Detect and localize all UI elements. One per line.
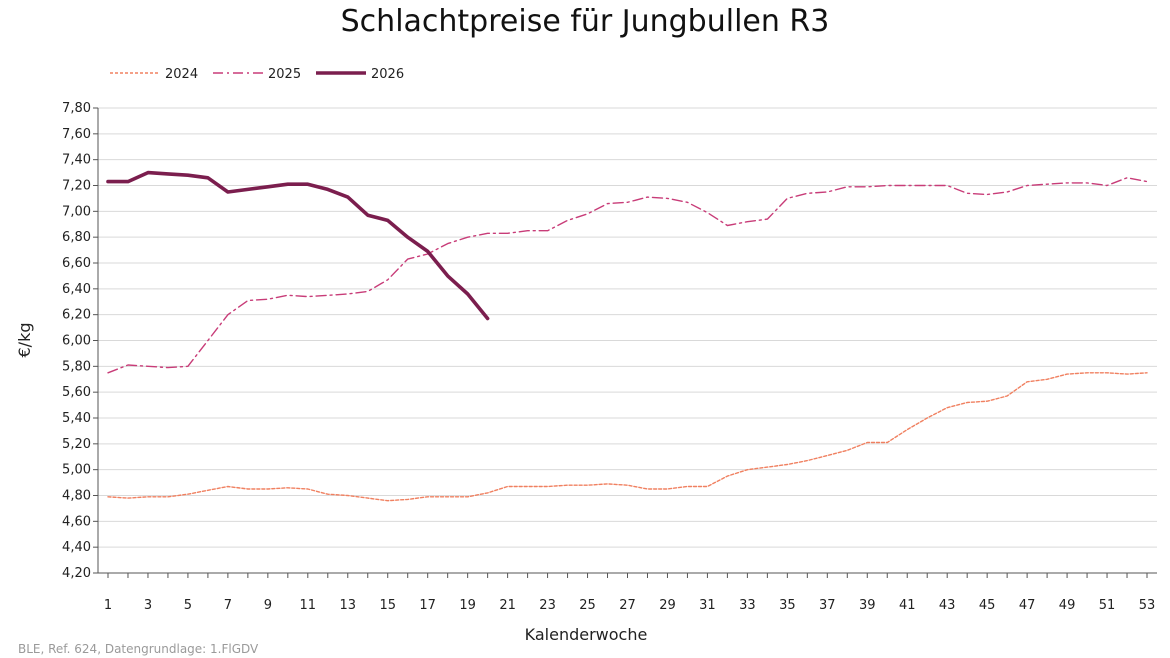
- x-tick-label: 11: [300, 598, 317, 613]
- chart-title: Schlachtpreise für Jungbullen R3: [340, 4, 830, 39]
- x-tick-label: 7: [224, 598, 232, 613]
- x-tick-label: 47: [1019, 598, 1036, 613]
- series-line-2026: [106, 170, 490, 321]
- x-tick-label: 53: [1139, 598, 1156, 613]
- x-tick-label: 13: [339, 598, 356, 613]
- x-tick-label: 41: [899, 598, 916, 613]
- x-tick-label: 51: [1099, 598, 1116, 613]
- y-tick-label: 6,60: [62, 256, 91, 271]
- y-tick-label: 5,40: [62, 411, 91, 426]
- x-tick-label: 35: [779, 598, 796, 613]
- x-tick-label: 5: [184, 598, 192, 613]
- axes: [93, 107, 1157, 578]
- y-tick-label: 4,40: [62, 540, 91, 555]
- legend-label-2026: 2026: [371, 67, 404, 82]
- source-note: BLE, Ref. 624, Datengrundlage: 1.FlGDV: [18, 642, 259, 656]
- legend-label-2024: 2024: [165, 67, 198, 82]
- y-tick-label: 5,00: [62, 463, 91, 478]
- x-tick-label: 17: [419, 598, 436, 613]
- y-tick-label: 4,60: [62, 514, 91, 529]
- y-tick-label: 5,80: [62, 359, 91, 374]
- y-axis-label: €/kg: [15, 323, 34, 358]
- series-lines: [106, 170, 1148, 502]
- x-tick-label: 39: [859, 598, 876, 613]
- y-tick-label: 6,20: [62, 308, 91, 323]
- x-tick-labels: 1 3 5 7 9 11 13 15 17 19 21 23 25 27 29 31 33 35 37 39 41 43 4…: [104, 598, 1155, 613]
- series-line-2024: [107, 372, 1148, 502]
- x-tick-label: 21: [499, 598, 516, 613]
- gridlines: [98, 107, 1157, 574]
- y-tick-label: 7,00: [62, 204, 91, 219]
- x-tick-label: 29: [659, 598, 676, 613]
- x-tick-label: 25: [579, 598, 596, 613]
- y-tick-label: 5,20: [62, 437, 91, 452]
- x-tick-label: 31: [699, 598, 716, 613]
- x-tick-label: 37: [819, 598, 836, 613]
- y-tick-label: 7,60: [62, 127, 91, 142]
- x-tick-label: 49: [1059, 598, 1076, 613]
- legend: 2024 2025 2026: [110, 67, 404, 82]
- x-tick-label: 3: [144, 598, 152, 613]
- y-tick-label: 4,80: [62, 489, 91, 504]
- y-tick-label: 6,40: [62, 282, 91, 297]
- x-tick-label: 45: [979, 598, 996, 613]
- y-tick-label: 7,80: [62, 101, 91, 116]
- y-tick-label: 5,60: [62, 385, 91, 400]
- x-tick-label: 23: [539, 598, 556, 613]
- y-tick-label: 7,20: [62, 179, 91, 194]
- x-tick-label: 1: [104, 598, 112, 613]
- y-tick-labels: 4,20 4,40 4,60 4,80 5,00 5,20 5,40 5,60 5,80 6,00…: [62, 101, 91, 581]
- x-tick-label: 9: [264, 598, 272, 613]
- y-tick-label: 4,20: [62, 566, 91, 581]
- x-tick-label: 43: [939, 598, 956, 613]
- x-axis-label: Kalenderwoche: [525, 625, 648, 644]
- x-tick-label: 19: [459, 598, 476, 613]
- x-tick-label: 33: [739, 598, 756, 613]
- series-line-2025: [107, 177, 1148, 374]
- legend-label-2025: 2025: [268, 67, 301, 82]
- x-tick-label: 15: [379, 598, 396, 613]
- y-tick-label: 7,40: [62, 153, 91, 168]
- y-tick-label: 6,80: [62, 230, 91, 245]
- y-tick-label: 6,00: [62, 334, 91, 349]
- x-tick-label: 27: [619, 598, 636, 613]
